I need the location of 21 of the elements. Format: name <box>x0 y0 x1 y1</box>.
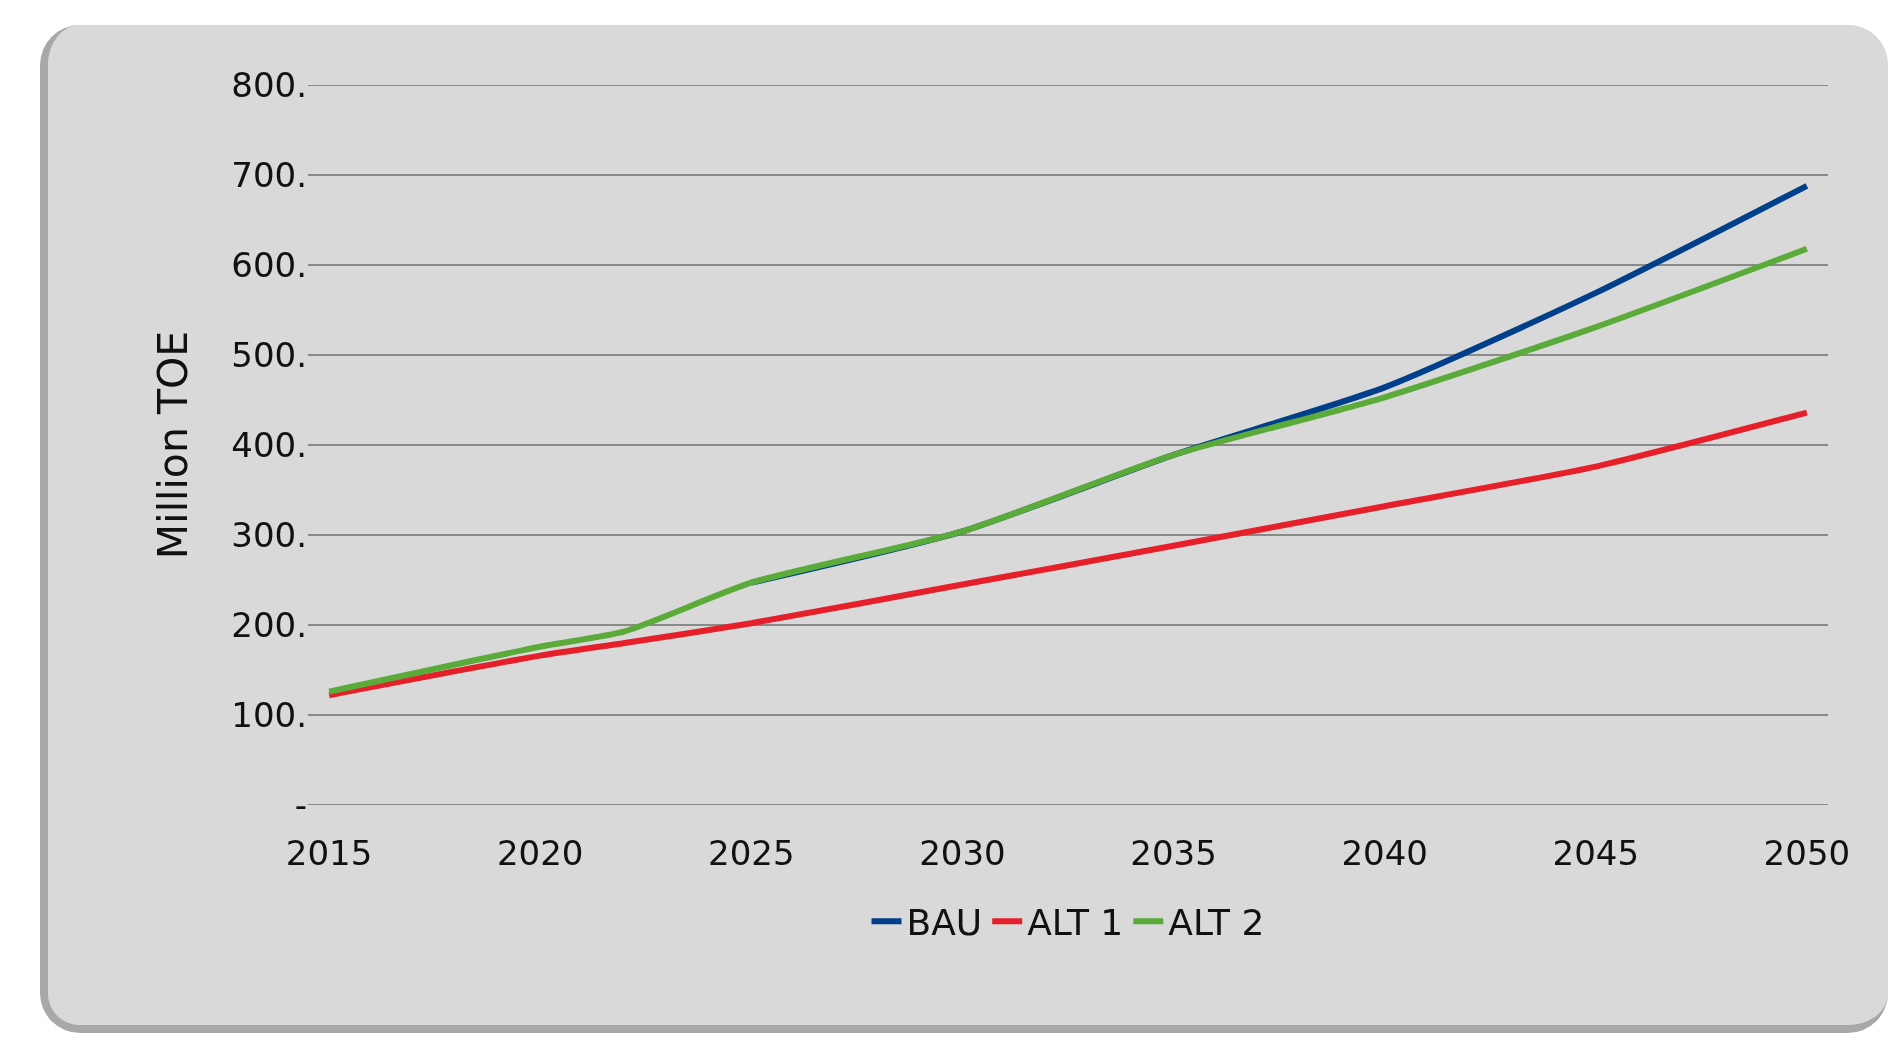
y-tick-label: 300. <box>231 514 307 555</box>
legend-label: ALT 1 <box>1027 902 1124 944</box>
y-tick-label: - <box>294 784 307 825</box>
y-tick-label: 100. <box>231 694 307 735</box>
y-tick-label: 500. <box>231 334 307 375</box>
x-tick-label: 2020 <box>496 833 584 873</box>
x-tick-label: 2025 <box>708 833 795 873</box>
x-tick-label: 2050 <box>1763 833 1851 873</box>
y-tick-label: 400. <box>231 424 307 465</box>
legend-label: BAU <box>906 902 983 944</box>
y-tick-label: 600. <box>231 244 307 285</box>
y-tick-label: 200. <box>231 604 307 645</box>
x-tick-label: 2015 <box>285 833 373 873</box>
x-tick-label: 2045 <box>1552 833 1640 873</box>
y-tick-label: 700. <box>231 154 307 195</box>
legend-label: ALT 2 <box>1168 902 1265 944</box>
y-axis-title: Million TOE <box>149 330 198 560</box>
x-tick-label: 2030 <box>919 833 1006 873</box>
x-tick-label: 2035 <box>1130 833 1217 873</box>
y-tick-label: 800. <box>231 64 307 105</box>
x-tick-label: 2040 <box>1341 833 1428 873</box>
